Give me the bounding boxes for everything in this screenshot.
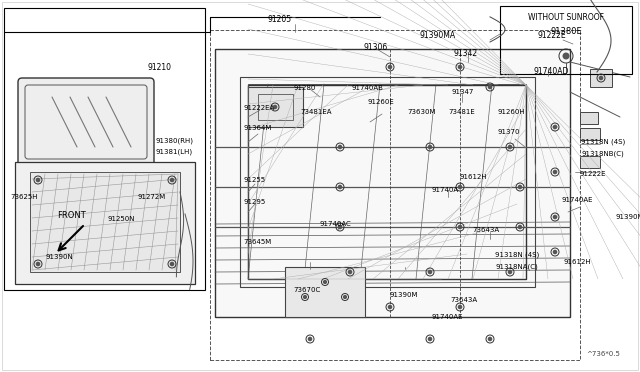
Circle shape (388, 65, 392, 68)
Circle shape (428, 270, 431, 273)
Text: 91390M: 91390M (389, 292, 417, 298)
Text: 91272M: 91272M (138, 194, 166, 200)
Text: 91380E: 91380E (550, 28, 582, 36)
Bar (210, 30, 580, 360)
Text: ^736*0.5: ^736*0.5 (586, 351, 620, 357)
Text: 91381(LH): 91381(LH) (155, 149, 192, 155)
Circle shape (339, 145, 342, 148)
Bar (240, 77, 535, 287)
Text: 91342: 91342 (454, 49, 478, 58)
Text: 91306: 91306 (363, 42, 387, 51)
Circle shape (563, 53, 569, 59)
Bar (248, 85, 526, 279)
Bar (580, 112, 598, 124)
Circle shape (388, 305, 392, 309)
Text: 91740AC: 91740AC (320, 221, 352, 227)
Circle shape (508, 270, 511, 273)
Circle shape (554, 215, 557, 219)
Circle shape (554, 125, 557, 129)
Text: 91260H: 91260H (498, 109, 525, 115)
Text: 91347: 91347 (452, 89, 474, 95)
Bar (4, 8, 205, 290)
Polygon shape (15, 162, 195, 284)
Circle shape (458, 65, 461, 68)
Text: 91612H: 91612H (460, 174, 488, 180)
Circle shape (458, 305, 461, 309)
FancyBboxPatch shape (18, 78, 154, 166)
Text: 91380(RH): 91380(RH) (155, 138, 193, 144)
Circle shape (488, 337, 492, 341)
Text: 73630M: 73630M (407, 109, 435, 115)
Text: 91364M: 91364M (243, 125, 271, 131)
Bar (248, 84, 526, 279)
Circle shape (348, 270, 351, 273)
Text: 91740AE: 91740AE (432, 314, 463, 320)
Circle shape (554, 250, 557, 254)
Circle shape (273, 105, 276, 109)
Circle shape (308, 337, 312, 341)
Text: 91280: 91280 (293, 85, 316, 91)
Circle shape (170, 179, 173, 182)
Text: 73625H: 73625H (10, 194, 38, 200)
Circle shape (324, 280, 326, 283)
Bar (258, 94, 293, 120)
Circle shape (170, 262, 173, 266)
Circle shape (458, 225, 461, 229)
Ellipse shape (83, 173, 108, 181)
Circle shape (428, 145, 431, 148)
Circle shape (339, 225, 342, 229)
Circle shape (600, 76, 603, 80)
Text: 91612H: 91612H (563, 259, 591, 265)
Text: 91295: 91295 (243, 199, 265, 205)
Bar (580, 156, 600, 168)
Text: 73481E: 73481E (448, 109, 475, 115)
Text: 91250N: 91250N (108, 216, 136, 222)
Circle shape (518, 225, 522, 229)
Text: 91260E: 91260E (368, 99, 395, 105)
Text: 91255: 91255 (243, 177, 265, 183)
Circle shape (508, 145, 511, 148)
Text: 91390MA: 91390MA (420, 32, 456, 41)
Text: 91740AE: 91740AE (562, 197, 593, 203)
Bar (500, 6, 632, 74)
Bar (248, 87, 303, 127)
Text: 91222E: 91222E (538, 32, 566, 41)
Text: 91390MA: 91390MA (615, 214, 640, 220)
Circle shape (554, 170, 557, 174)
Text: WITHOUT SUNROOF: WITHOUT SUNROOF (528, 13, 604, 22)
Text: 73481EA: 73481EA (300, 109, 332, 115)
Text: 73643A: 73643A (450, 297, 477, 303)
Text: 91318NA(C): 91318NA(C) (495, 264, 538, 270)
Circle shape (344, 296, 346, 298)
Circle shape (339, 185, 342, 189)
Text: 73643A: 73643A (472, 227, 499, 233)
Circle shape (36, 179, 40, 182)
Text: FRONT: FRONT (58, 211, 86, 220)
Circle shape (488, 86, 492, 89)
Bar (590, 69, 612, 87)
Text: 73670C: 73670C (293, 287, 320, 293)
Bar (285, 267, 365, 317)
Text: 91740AB: 91740AB (352, 85, 384, 91)
Text: 91210: 91210 (148, 62, 172, 71)
Circle shape (428, 337, 431, 341)
Polygon shape (30, 172, 180, 272)
Text: 91740A: 91740A (432, 187, 459, 193)
Circle shape (518, 185, 522, 189)
Text: 91740AD: 91740AD (534, 67, 570, 77)
Circle shape (458, 185, 461, 189)
Text: 91370: 91370 (498, 129, 520, 135)
Text: 73645M: 73645M (243, 239, 271, 245)
Text: 91318N (4S): 91318N (4S) (581, 139, 625, 145)
Text: 91205: 91205 (268, 16, 292, 25)
Circle shape (303, 296, 307, 298)
Text: 91390N: 91390N (45, 254, 73, 260)
Text: 91318NB(C): 91318NB(C) (581, 151, 624, 157)
Text: 91222EA: 91222EA (243, 105, 275, 111)
Bar (580, 128, 600, 140)
Circle shape (36, 262, 40, 266)
Text: 91222E: 91222E (579, 171, 605, 177)
Bar (215, 49, 570, 317)
Text: 91318N (4S): 91318N (4S) (495, 252, 540, 258)
